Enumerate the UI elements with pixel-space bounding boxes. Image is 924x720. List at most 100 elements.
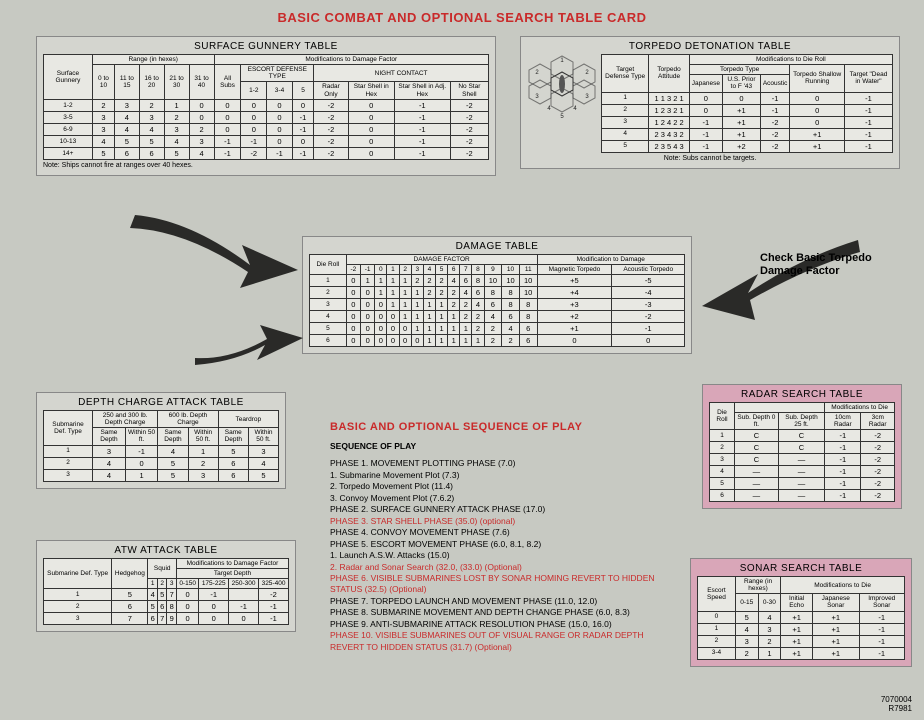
table-header: Same Depth [218,428,248,445]
table-cell: +4 [537,287,612,299]
table-header: -2 [346,265,360,275]
table-cell: 8 [519,311,537,323]
table-cell: 0 [346,299,360,311]
table-header: 6 [448,265,460,275]
table-cell: 0 [267,135,293,147]
table-cell: 5 [164,147,189,159]
table-header: 10-13 [44,135,93,147]
table-header: Within 50 ft. [188,428,218,445]
table-cell: 0 [346,275,360,287]
table-cell: -1 [267,147,293,159]
table-header: 7 [460,265,472,275]
table-cell: 1 [387,299,399,311]
table-cell: 0 [267,111,293,123]
table-cell: -1 [241,135,267,147]
table-cell: 4 [93,457,126,469]
depth-charge-card: DEPTH CHARGE ATTACK TABLE Submarine Def.… [36,392,286,489]
table-header: Target "Dead in Water" [844,65,892,92]
table-header: 1 [602,92,649,104]
table-header: 3 [44,469,93,481]
table-cell: — [778,478,824,490]
table-header: Teardrop [218,411,278,428]
table-header: Hedgehog [112,559,148,589]
table-header: 175-225 [199,579,229,589]
table-cell: 3 [735,635,758,647]
sequence-line: PHASE 4. CONVOY MOVEMENT PHASE (7.6) [330,527,670,538]
table-cell: -2 [861,478,895,490]
table-cell: 3 [164,123,189,135]
sequence-line: PHASE 9. ANTI-SUBMARINE ATTACK RESOLUTIO… [330,619,670,630]
table-cell: 2 [423,287,435,299]
table-cell: 1 [460,335,472,347]
table-cell: -2 [861,430,895,442]
table-cell: -4 [612,287,685,299]
table-cell: 7 [112,613,148,625]
table-cell: +5 [537,275,612,287]
table-header: 5 [602,140,649,152]
table-header: 11 [519,265,537,275]
table-cell: 0 [722,92,760,104]
table-cell: 1 [399,287,411,299]
table-header: 3-4 [698,647,736,659]
table-cell: 6 [484,299,502,311]
table-cell: 0 [189,99,214,111]
table-cell: 8 [167,601,176,613]
table-header: 1 [710,430,735,442]
table-cell: 6 [112,601,148,613]
table-cell: 1 [423,311,435,323]
table-header: 10 [502,265,520,275]
table-cell: 1 [375,287,387,299]
table-cell: 0 [537,335,612,347]
table-header: Torpedo Shallow Running [790,65,845,92]
table-cell: C [735,430,779,442]
table-cell: 4 [758,611,781,623]
table-header: DAMAGE FACTOR [346,255,537,265]
table-header: Modifications to Damage Factor [214,55,488,65]
table-header: Magnetic Torpedo [537,265,612,275]
main-title: BASIC COMBAT AND OPTIONAL SEARCH TABLE C… [0,0,924,25]
svg-text:3: 3 [585,94,589,100]
sequence-line: 2. Torpedo Movement Plot (11.4) [330,481,670,492]
table-header: Acoustic Torpedo [612,265,685,275]
table-cell: 1 [399,299,411,311]
table-cell: 0 [361,323,375,335]
table-cell: 5 [139,135,164,147]
table-cell: -3 [612,299,685,311]
table-cell: -2 [450,123,488,135]
table-cell: C [735,454,779,466]
table-cell: -2 [314,135,349,147]
table-cell: -1 [844,116,892,128]
table-cell: 6 [139,147,164,159]
table-cell: C [735,442,779,454]
damage-card: DAMAGE TABLE Die RollDAMAGE FACTORModifi… [302,236,692,354]
table-cell: 1 [435,311,447,323]
sequence-header: BASIC AND OPTIONAL SEQUENCE OF PLAY [330,420,670,435]
table-cell: -1 [259,601,289,613]
table-cell: 0 [214,123,241,135]
table-cell: 10 [502,275,520,287]
table-cell: 0 [176,613,198,625]
table-cell: 6 [148,613,157,625]
table-cell: 1 [411,323,423,335]
table-cell: 1 [411,287,423,299]
table-cell [229,589,259,601]
svg-text:1: 1 [560,58,564,64]
depth-charge-title: DEPTH CHARGE ATTACK TABLE [43,397,279,408]
table-cell: 2 [411,275,423,287]
table-cell: 0 [189,111,214,123]
table-cell: 0 [348,99,394,111]
table-cell: 6 [115,147,140,159]
table-header: Torpedo Type [689,65,790,75]
table-cell: 8 [502,287,520,299]
table-cell: 10 [484,275,502,287]
table-header: Star Shell in Hex [348,82,394,99]
table-cell: 1 1 3 2 1 [649,92,689,104]
table-cell: 0 [267,123,293,135]
table-header: 1 [698,623,736,635]
table-cell: -1 [825,442,861,454]
table-cell: 0 [199,613,229,625]
table-header: Sub. Depth 0 ft. [735,413,779,430]
table-cell: 1 [411,311,423,323]
table-cell: -2 [314,111,349,123]
table-header: 325-400 [259,579,289,589]
